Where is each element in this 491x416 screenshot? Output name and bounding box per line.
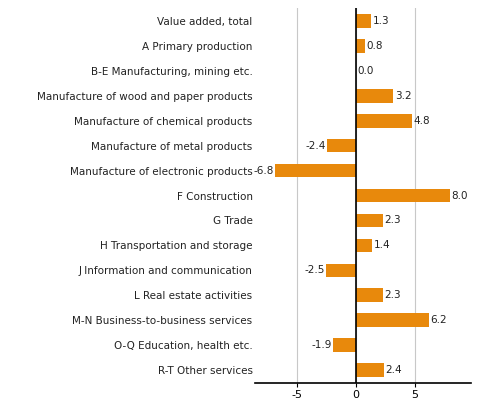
Bar	[355, 364, 384, 377]
Text: 1.3: 1.3	[373, 16, 389, 26]
Bar	[355, 214, 383, 227]
Bar	[355, 14, 371, 27]
Text: 2.4: 2.4	[385, 365, 402, 375]
Bar	[355, 239, 372, 252]
Bar	[355, 189, 450, 203]
Text: 3.2: 3.2	[395, 91, 411, 101]
Text: 0.0: 0.0	[357, 66, 374, 76]
Text: 8.0: 8.0	[452, 191, 468, 201]
Text: 1.4: 1.4	[374, 240, 390, 250]
Bar	[355, 39, 365, 53]
Text: -6.8: -6.8	[253, 166, 274, 176]
Text: -2.4: -2.4	[305, 141, 326, 151]
Bar	[355, 289, 383, 302]
Text: 4.8: 4.8	[414, 116, 431, 126]
Text: 0.8: 0.8	[366, 41, 383, 51]
Text: -2.5: -2.5	[304, 265, 325, 275]
Text: 2.3: 2.3	[384, 215, 401, 225]
Bar	[327, 139, 355, 152]
Bar	[326, 264, 355, 277]
Bar	[355, 89, 393, 102]
Bar	[355, 114, 412, 127]
Bar	[355, 314, 429, 327]
Text: -1.9: -1.9	[311, 340, 332, 350]
Text: 6.2: 6.2	[430, 315, 447, 325]
Bar	[333, 339, 355, 352]
Bar	[275, 163, 355, 177]
Text: 2.3: 2.3	[384, 290, 401, 300]
